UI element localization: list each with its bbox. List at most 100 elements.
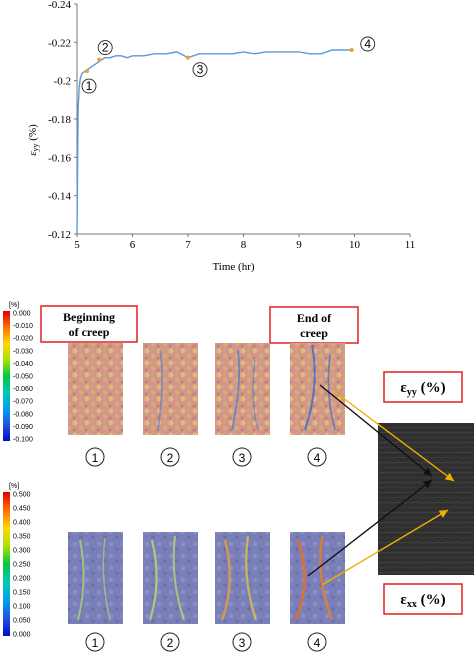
colorbar-tick-label: 0.350 [13, 534, 31, 541]
colorbar-tick-label: -0.050 [13, 374, 33, 381]
stage-number-circle [85, 632, 105, 652]
specimen-yy-3 [215, 343, 270, 435]
svg-text:εxx (%): εxx (%) [400, 592, 445, 610]
stage-marker-label: 1 [86, 79, 93, 93]
colorbar-tick-label: 0.250 [13, 562, 31, 569]
colorbar-tick-label: -0.080 [13, 411, 33, 418]
x-tick-label: 10 [349, 239, 361, 251]
y-tick-label: -0.16 [48, 152, 71, 164]
stage-marker-circle [192, 62, 208, 78]
stage-number-label: 2 [167, 451, 174, 465]
specimen-photo [378, 423, 474, 575]
stage-number-circle [160, 447, 180, 467]
colorbar-tick-label: 0.100 [13, 604, 31, 611]
stage-marker-label: 3 [197, 63, 204, 77]
stage-marker-circle [81, 78, 97, 94]
stage-point [349, 48, 354, 52]
colorbar-xx-ticks: 0.500 0.450 0.400 0.350 0.300 0.250 0.200 0.150… [13, 492, 31, 639]
colorbar-xx: [%] 0.5000.4500.4000.3500.3000.2500.2000… [3, 483, 31, 639]
y-tick-label: -0.14 [48, 191, 71, 203]
beginning-of-creep-label: Beginning of creep [40, 305, 138, 343]
colorbar-tick-label: 0.450 [13, 506, 31, 513]
y-tick-label: -0.24 [48, 0, 71, 11]
colorbar-tick-label: 0.300 [13, 548, 31, 555]
stage-number-circle [307, 632, 327, 652]
eps-xx-specimens [68, 532, 345, 624]
eps-yy-label: εyy (%) [383, 371, 463, 403]
specimen-xx-2 [143, 532, 198, 624]
colorbar-tick-label: -0.090 [13, 424, 33, 431]
stage-number-label: 1 [92, 636, 99, 650]
stage-number-label: 3 [239, 636, 246, 650]
x-tick-label: 5 [74, 239, 80, 251]
stage-number-circle [232, 447, 252, 467]
colorbar-tick-label: 0.050 [13, 618, 31, 625]
colorbar-tick-label: -0.020 [13, 336, 33, 343]
stage-number-circle [307, 447, 327, 467]
stage-number-label: 4 [314, 636, 321, 650]
arrow-xx-orange [321, 509, 449, 586]
arrow-xx-black [307, 479, 433, 577]
x-tick-label: 7 [185, 239, 191, 251]
stage-number-circle [85, 447, 105, 467]
svg-text:creep: creep [300, 326, 328, 340]
y-tick-label: -0.22 [48, 37, 71, 49]
specimen-xx-3 [215, 532, 270, 624]
colorbar-tick-label: 0.150 [13, 590, 31, 597]
y-tick-label: -0.2 [54, 76, 71, 88]
stage-number-label: 2 [167, 636, 174, 650]
colorbar-tick-label: -0.060 [13, 386, 33, 393]
arrow-yy-orange [334, 391, 455, 482]
stage-marker-circle [360, 36, 376, 52]
stage-numbers-xx: 1 2 3 4 [85, 632, 327, 652]
colorbar-tick-label: 0.500 [13, 492, 31, 499]
stage-number-label: 3 [239, 451, 246, 465]
colorbar-yy-ticks: 0.000 -0.010 -0.020 -0.030 -0.040 -0.050 -0.06… [13, 311, 33, 444]
x-tick-label: 9 [296, 239, 302, 251]
specimen-yy-4 [290, 343, 345, 435]
stage-marker-label: 2 [102, 41, 109, 55]
svg-text:End of: End of [297, 311, 332, 325]
x-tick-label: 11 [405, 239, 416, 251]
stage-marker-label: 4 [364, 37, 371, 51]
specimen-yy-2 [143, 343, 198, 435]
x-tick-label: 8 [241, 239, 247, 251]
stage-number-label: 4 [314, 451, 321, 465]
colorbar-tick-label: -0.100 [13, 437, 33, 444]
colorbar-yy-unit: [%] [9, 302, 19, 309]
eps-xx-label: εxx (%) [383, 583, 463, 615]
specimen-xx-1 [68, 532, 123, 624]
end-of-creep-label: End of creep [269, 306, 359, 344]
stage-number-label: 1 [92, 451, 99, 465]
series-line [76, 49, 352, 235]
colorbar-yy: [%] 0.000 -0.010 -0.020 -0.030 -0.040 -0.050 -… [3, 302, 33, 444]
stage-point [186, 55, 190, 60]
svg-text:εyy (%): εyy (%) [400, 380, 445, 398]
svg-text:Beginning: Beginning [63, 310, 115, 324]
y-tick-label: -0.12 [48, 229, 71, 241]
colorbar-tick-label: 0.200 [13, 576, 31, 583]
stage-number-circle [160, 632, 180, 652]
colorbar-tick-label: 0.000 [13, 632, 31, 639]
svg-text:of creep: of creep [69, 325, 110, 339]
line-chart: 5 6 7 8 9 10 11 -0.12 -0.14 -0.16 -0.18 -0.2 -0.22 -0… [27, 0, 415, 273]
colorbar-tick-label: -0.030 [13, 348, 33, 355]
arrow-yy-black [319, 384, 433, 477]
stage-point [97, 57, 102, 62]
stage-marker-circle [97, 40, 113, 56]
y-axis-label: εyy (%) [27, 124, 40, 156]
stage-numbers-yy: 1 2 3 4 [85, 447, 327, 467]
x-axis-label: Time (hr) [212, 261, 254, 273]
dic-panel: [%] 0.000 -0.010 -0.020 -0.030 -0.040 -0.050 -… [3, 302, 474, 652]
colorbar-xx-scale [3, 492, 10, 636]
stage-point [84, 69, 89, 74]
colorbar-tick-label: -0.070 [13, 399, 33, 406]
colorbar-tick-label: 0.000 [13, 311, 31, 318]
colorbar-tick-label: 0.400 [13, 520, 31, 527]
colorbar-tick-label: -0.010 [13, 323, 33, 330]
specimen-yy-1 [68, 343, 123, 435]
eps-yy-specimens [68, 343, 345, 435]
y-tick-label: -0.18 [48, 114, 71, 126]
colorbar-yy-scale [3, 311, 10, 441]
